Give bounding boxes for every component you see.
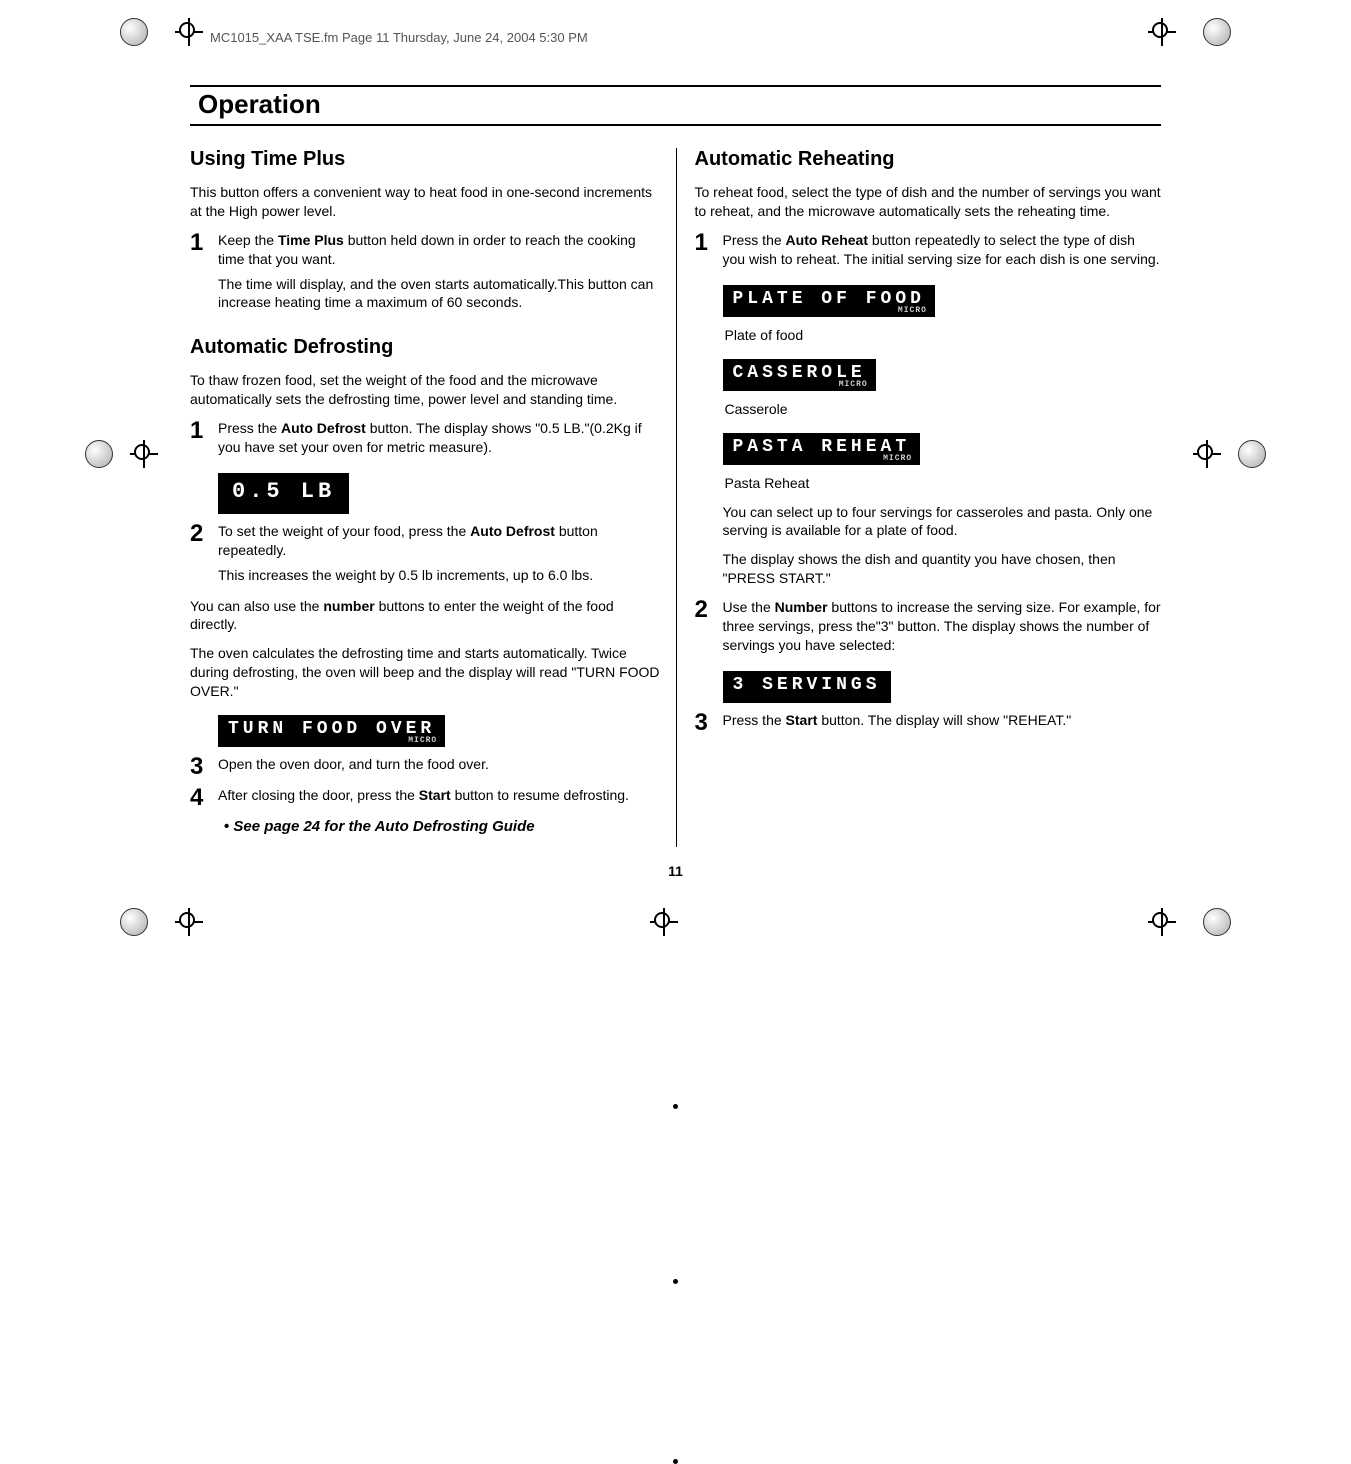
step-text: The time will display, and the oven star… bbox=[218, 275, 662, 313]
time-plus-intro: This button offers a convenient way to h… bbox=[190, 183, 662, 221]
regmark-crosshair-icon bbox=[1193, 440, 1221, 468]
caption-pasta: Pasta Reheat bbox=[725, 475, 1162, 491]
regmark-crosshair-icon bbox=[175, 18, 203, 46]
regmark-crosshair-icon bbox=[130, 440, 158, 468]
regmark-crosshair-icon bbox=[1148, 908, 1176, 936]
step-text: Keep the Time Plus button held down in o… bbox=[218, 231, 662, 269]
regmark-crosshair-icon bbox=[175, 908, 203, 936]
heading-auto-defrost: Automatic Defrosting bbox=[190, 336, 662, 359]
regmark-sphere-icon bbox=[85, 440, 113, 468]
caption-casserole: Casserole bbox=[725, 401, 1162, 417]
defrost-number-buttons: You can also use the number buttons to e… bbox=[190, 597, 662, 635]
defrost-step-2: 2 To set the weight of your food, press … bbox=[190, 522, 662, 591]
step-number: 1 bbox=[695, 231, 723, 275]
regmark-crosshair-icon bbox=[650, 908, 678, 936]
step-number: 1 bbox=[190, 419, 218, 463]
reheat-step-3: 3 Press the Start button. The display wi… bbox=[695, 711, 1162, 736]
step-number: 2 bbox=[695, 598, 723, 661]
step-text: Open the oven door, and turn the food ov… bbox=[218, 755, 662, 774]
step-text: This increases the weight by 0.5 lb incr… bbox=[218, 566, 662, 585]
see-guide-note: See page 24 for the Auto Defrosting Guid… bbox=[240, 817, 662, 837]
defrost-step-4: 4 After closing the door, press the Star… bbox=[190, 786, 662, 811]
defrost-intro: To thaw frozen food, set the weight of t… bbox=[190, 371, 662, 409]
step-text: After closing the door, press the Start … bbox=[218, 786, 662, 805]
section-title-bar: Operation bbox=[190, 85, 1161, 126]
reheat-servings-text: You can select up to four servings for c… bbox=[723, 503, 1162, 541]
reheat-step-2: 2 Use the Number buttons to increase the… bbox=[695, 598, 1162, 661]
right-column: Automatic Reheating To reheat food, sele… bbox=[676, 148, 1162, 847]
caption-plate: Plate of food bbox=[725, 327, 1162, 343]
step-number: 1 bbox=[190, 231, 218, 319]
defrost-step-3: 3 Open the oven door, and turn the food … bbox=[190, 755, 662, 780]
step-number: 2 bbox=[190, 522, 218, 591]
step-text: Press the Auto Reheat button repeatedly … bbox=[723, 231, 1162, 269]
lcd-display-plate: PLATE OF FOODMICRO bbox=[723, 285, 935, 317]
step-number: 4 bbox=[190, 786, 218, 811]
reheat-display-text: The display shows the dish and quantity … bbox=[723, 550, 1162, 588]
lcd-display-05lb: 0.5 LB bbox=[218, 473, 349, 514]
regmark-sphere-icon bbox=[120, 18, 148, 46]
step-number: 3 bbox=[190, 755, 218, 780]
page-content: Operation Using Time Plus This button of… bbox=[190, 85, 1161, 884]
defrost-step-1: 1 Press the Auto Defrost button. The dis… bbox=[190, 419, 662, 463]
reheat-step-1: 1 Press the Auto Reheat button repeatedl… bbox=[695, 231, 1162, 275]
page-number: 11 bbox=[190, 863, 1161, 879]
step-text: Press the Auto Defrost button. The displ… bbox=[218, 419, 662, 457]
reheat-intro: To reheat food, select the type of dish … bbox=[695, 183, 1162, 221]
step-number: 3 bbox=[695, 711, 723, 736]
lcd-display-pasta: PASTA REHEATMICRO bbox=[723, 433, 921, 465]
regmark-crosshair-icon bbox=[1148, 18, 1176, 46]
lcd-display-turn-food: TURN FOOD OVERMICRO bbox=[218, 715, 445, 747]
heading-time-plus: Using Time Plus bbox=[190, 148, 662, 171]
regmark-sphere-icon bbox=[1203, 908, 1231, 936]
regmark-sphere-icon bbox=[1238, 440, 1266, 468]
step-text: To set the weight of your food, press th… bbox=[218, 522, 662, 560]
left-column: Using Time Plus This button offers a con… bbox=[190, 148, 676, 847]
lcd-display-casserole: CASSEROLEMICRO bbox=[723, 359, 876, 391]
defrost-calc-text: The oven calculates the defrosting time … bbox=[190, 644, 662, 701]
regmark-sphere-icon bbox=[1203, 18, 1231, 46]
heading-auto-reheat: Automatic Reheating bbox=[695, 148, 1162, 171]
step-text: Use the Number buttons to increase the s… bbox=[723, 598, 1162, 655]
lcd-display-3servings: 3 SERVINGS bbox=[723, 671, 891, 703]
regmark-sphere-icon bbox=[120, 908, 148, 936]
section-title: Operation bbox=[198, 89, 1153, 120]
page-meta-header: MC1015_XAA TSE.fm Page 11 Thursday, June… bbox=[210, 30, 588, 45]
time-plus-step-1: 1 Keep the Time Plus button held down in… bbox=[190, 231, 662, 319]
step-text: Press the Start button. The display will… bbox=[723, 711, 1162, 730]
